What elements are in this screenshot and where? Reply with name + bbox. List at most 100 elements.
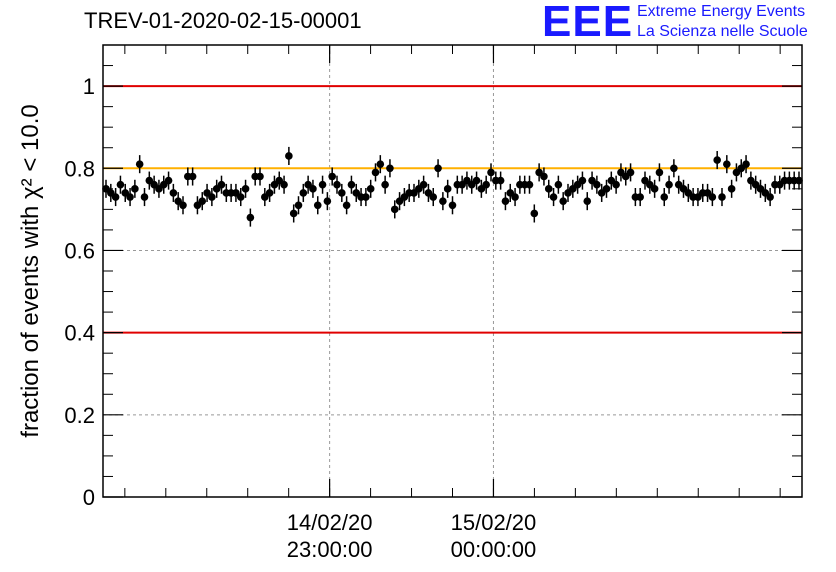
data-point xyxy=(265,189,274,197)
data-point xyxy=(179,201,187,210)
reference-lines xyxy=(103,85,802,334)
data-point xyxy=(323,197,332,205)
data-point xyxy=(140,193,149,201)
data-point xyxy=(135,160,144,168)
data-point xyxy=(285,152,293,160)
data-point xyxy=(328,172,336,181)
data-point xyxy=(650,185,659,193)
x-tick-date-label: 15/02/20 xyxy=(451,510,537,535)
data-point xyxy=(583,197,592,205)
plot-frame xyxy=(102,44,803,498)
grid xyxy=(103,45,802,497)
y-tick-label: 0 xyxy=(83,485,95,510)
data-point xyxy=(742,160,750,168)
data-point xyxy=(333,180,341,189)
x-tick-date-label: 14/02/20 xyxy=(287,510,373,535)
data-point xyxy=(371,168,380,177)
logo-line-2: La Scienza nelle Scuole xyxy=(637,23,808,40)
data-point xyxy=(713,156,721,164)
data-point xyxy=(246,213,255,222)
eee-logo-text: Extreme Energy Events La Scienza nelle S… xyxy=(637,2,808,42)
data-point xyxy=(299,189,308,197)
data-point xyxy=(164,176,173,185)
data-point xyxy=(554,180,563,189)
data-point xyxy=(472,176,481,185)
plot-title: TREV-01-2020-02-15-00001 xyxy=(84,8,362,33)
data-point xyxy=(188,172,197,181)
data-point xyxy=(386,164,394,173)
data-point xyxy=(626,168,635,177)
data-point xyxy=(318,180,327,189)
data-point xyxy=(289,209,298,218)
data-point xyxy=(670,164,678,173)
data-point xyxy=(294,201,303,210)
data-point xyxy=(559,197,567,205)
data-point xyxy=(511,193,519,201)
axis-ticks xyxy=(103,44,802,498)
data-point xyxy=(727,185,736,193)
data-point xyxy=(111,193,120,201)
data-point xyxy=(217,180,226,189)
data-point xyxy=(309,185,317,193)
data-point xyxy=(198,197,207,205)
data-point xyxy=(660,193,669,201)
data-point xyxy=(655,168,664,177)
data-point xyxy=(116,180,125,189)
data-point xyxy=(434,164,442,173)
data-point xyxy=(169,189,178,197)
data-point xyxy=(602,185,611,193)
data-point xyxy=(578,176,587,185)
data-point xyxy=(549,193,558,201)
y-tick-label: 1 xyxy=(83,74,95,99)
data-point xyxy=(338,189,346,197)
data-point xyxy=(795,176,803,185)
data-point xyxy=(723,160,731,168)
data-points xyxy=(102,146,803,227)
data-point xyxy=(241,185,250,193)
data-point xyxy=(347,180,356,189)
logo-line-1: Extreme Energy Events xyxy=(637,3,806,20)
data-point xyxy=(501,197,510,205)
data-point xyxy=(636,193,644,201)
y-axis-label: fraction of events with χ² < 10.0 xyxy=(17,104,44,437)
data-point xyxy=(708,193,717,201)
y-tick-label: 0.4 xyxy=(64,321,95,346)
data-point xyxy=(313,201,322,210)
data-point xyxy=(390,205,399,214)
x-tick-time-label: 23:00:00 xyxy=(287,537,373,562)
x-tick-time-label: 00:00:00 xyxy=(451,537,537,562)
data-point xyxy=(366,185,375,193)
data-point xyxy=(544,185,553,193)
data-point xyxy=(540,172,548,181)
data-point xyxy=(208,193,216,201)
data-point xyxy=(362,193,370,201)
data-point xyxy=(131,185,139,193)
data-point xyxy=(487,168,495,177)
data-point xyxy=(612,180,620,189)
data-point xyxy=(766,193,774,201)
data-point xyxy=(718,193,726,201)
data-point xyxy=(496,176,505,185)
data-point xyxy=(429,193,438,201)
data-point xyxy=(448,201,457,210)
data-point xyxy=(256,172,264,181)
data-point xyxy=(381,180,389,189)
y-tick-label: 0.2 xyxy=(64,403,95,428)
data-point xyxy=(443,185,452,193)
eee-logo-mark: EEE xyxy=(542,0,634,46)
data-point xyxy=(419,180,428,189)
data-point xyxy=(376,160,385,168)
data-point xyxy=(530,209,539,218)
data-point xyxy=(665,180,673,189)
data-point xyxy=(126,193,134,201)
y-tick-label: 0.6 xyxy=(64,238,95,263)
data-point xyxy=(236,193,245,201)
data-point xyxy=(525,180,534,189)
data-point xyxy=(593,180,601,189)
data-point xyxy=(482,180,490,189)
data-point xyxy=(280,180,288,189)
data-point xyxy=(342,201,351,210)
y-tick-label: 0.8 xyxy=(64,156,95,181)
